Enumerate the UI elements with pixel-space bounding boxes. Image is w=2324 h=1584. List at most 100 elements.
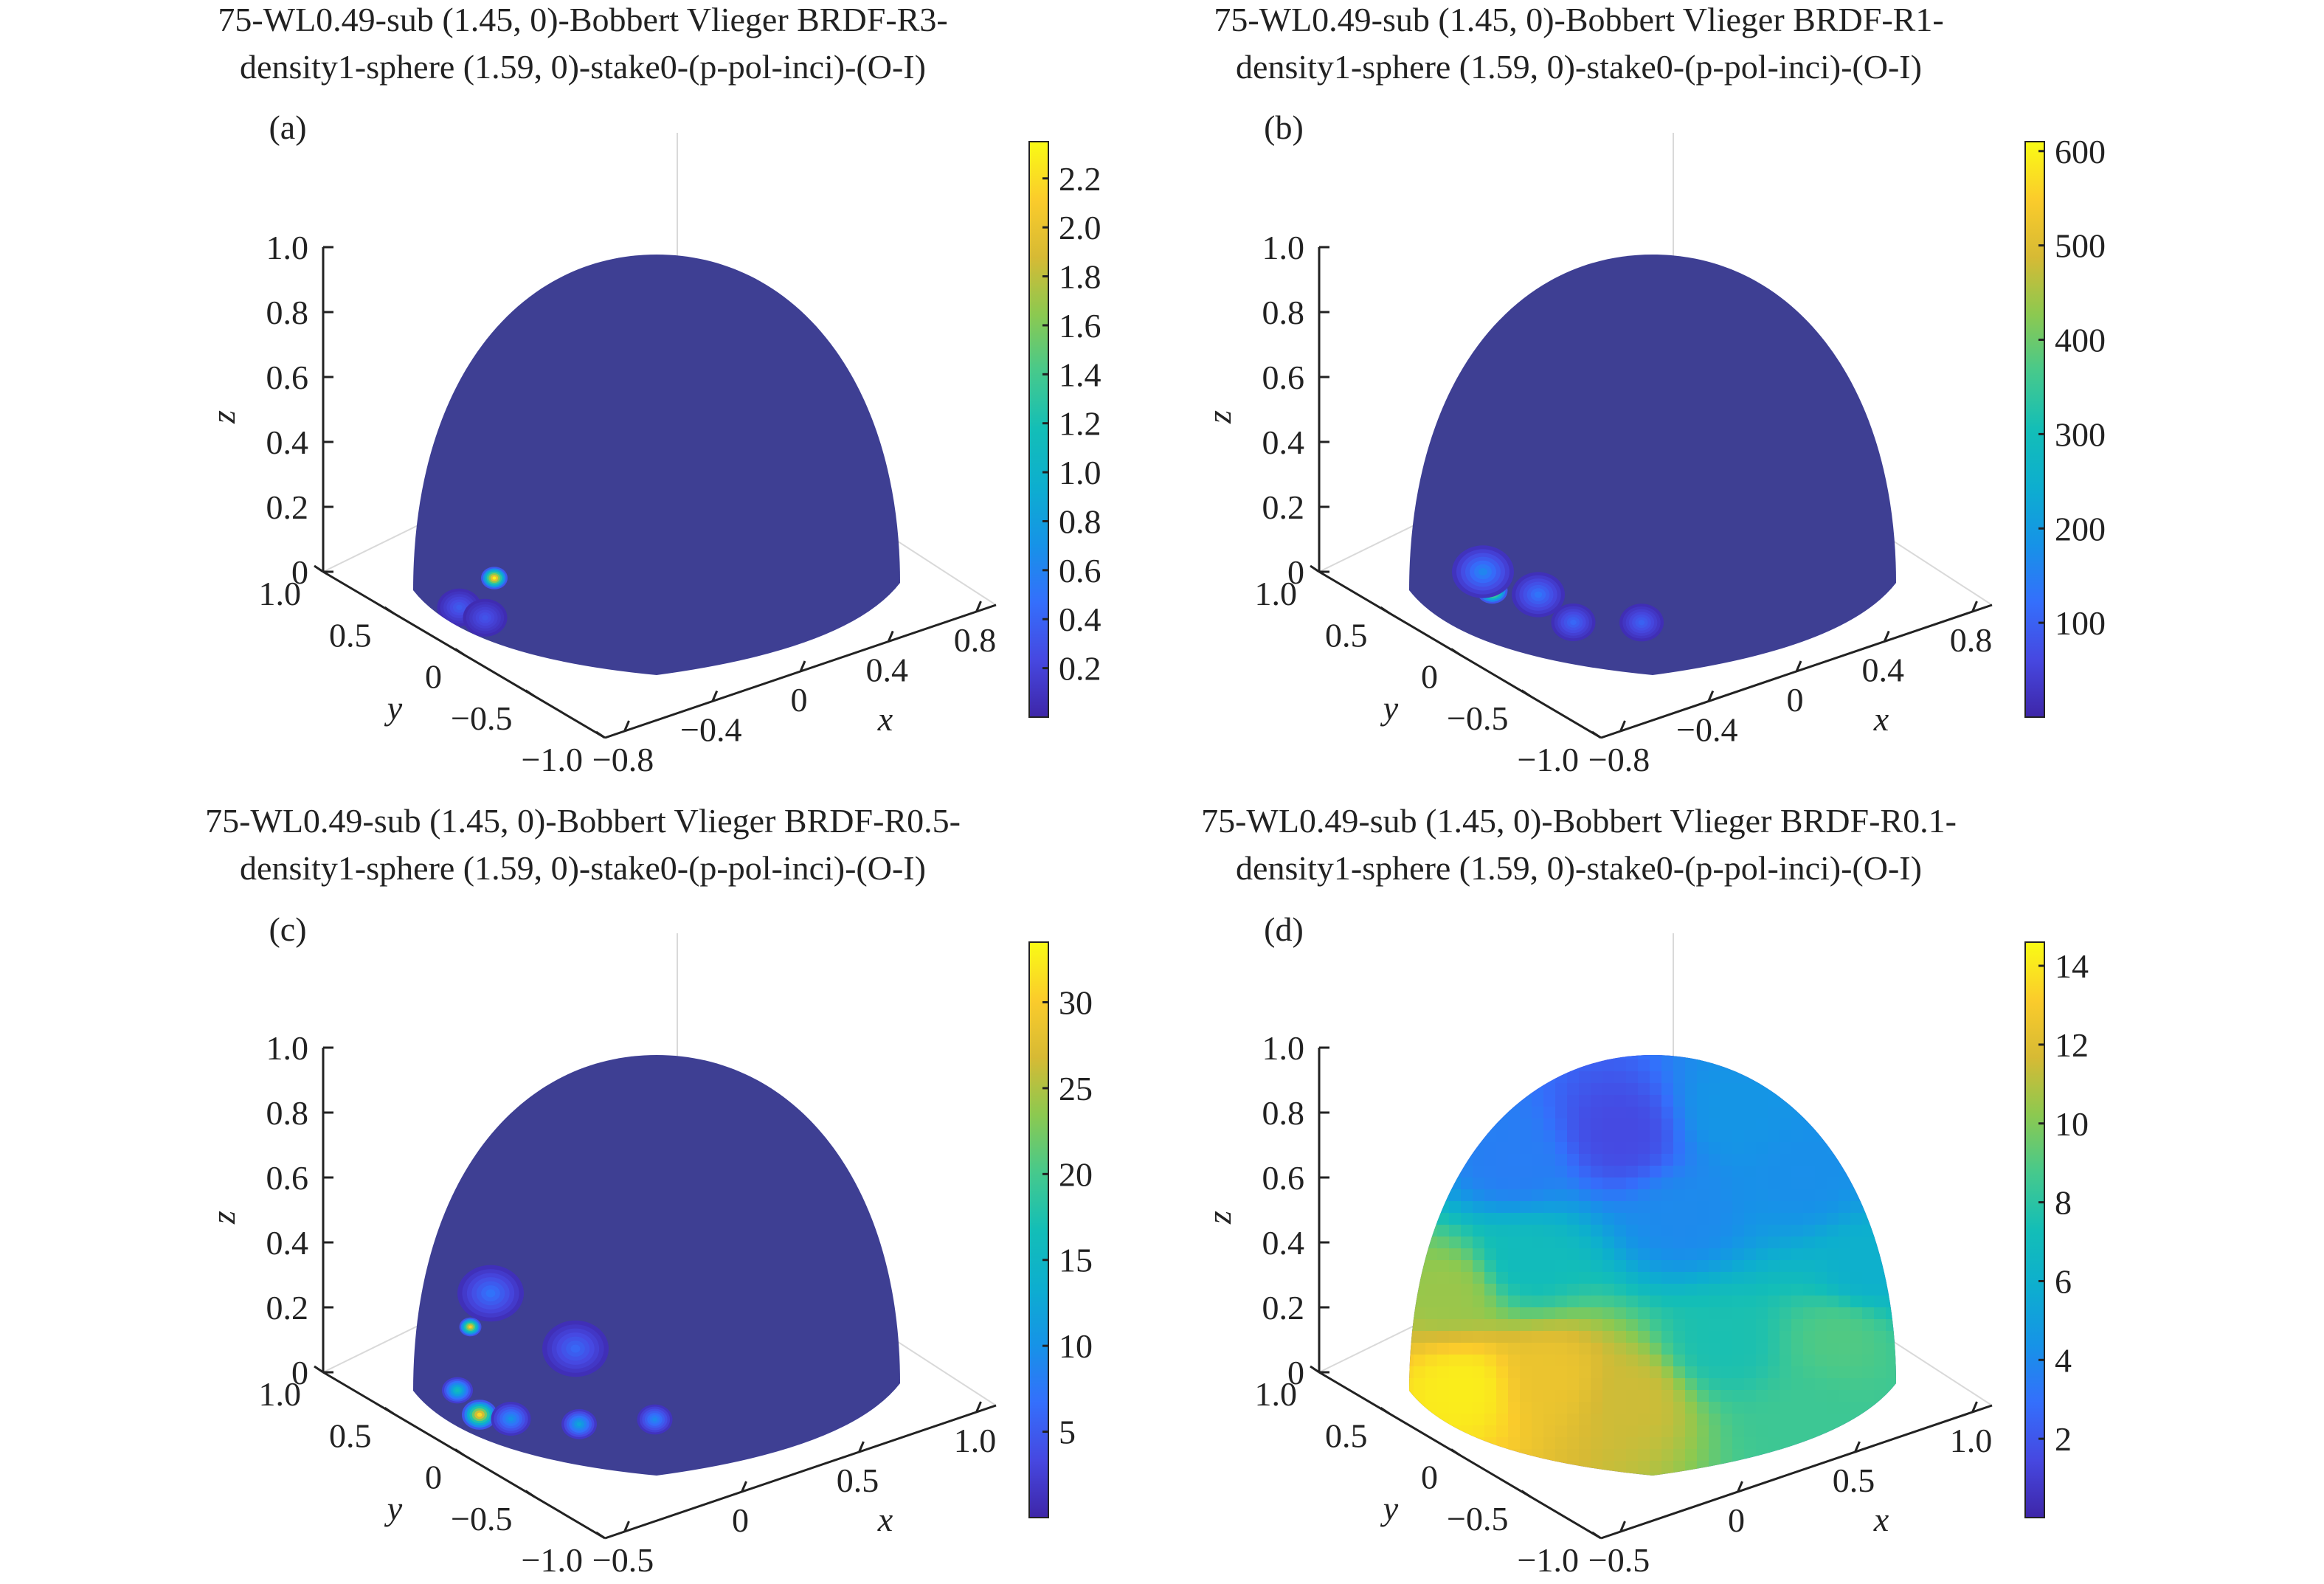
surface-cell — [1709, 1331, 1721, 1343]
surface-cell — [1532, 1071, 1544, 1084]
surface-cell — [1744, 1130, 1757, 1143]
surface-cell — [1543, 1107, 1556, 1119]
surface-cell — [1827, 1307, 1839, 1320]
surface-cell — [1744, 1237, 1757, 1249]
surface-cell — [1709, 1189, 1721, 1202]
surface-cell — [1579, 1055, 1591, 1060]
panel-c: 75-WL0.49-sub (1.45, 0)-Bobbert Vlieger … — [204, 802, 1093, 1579]
surface-cell — [1673, 1378, 1686, 1391]
surface-cell — [1697, 1319, 1709, 1332]
surface-cell — [1803, 1083, 1816, 1096]
surface-cell — [1532, 1449, 1544, 1462]
surface-cell — [1744, 1213, 1757, 1225]
surface-cell — [1543, 1449, 1556, 1462]
surface-cell — [1839, 1189, 1851, 1202]
surface-cell — [1673, 1189, 1686, 1202]
surface-cell — [1543, 1248, 1556, 1261]
surface-cell — [1862, 1390, 1875, 1403]
surface-cell — [1862, 1237, 1875, 1249]
surface-cell — [1484, 1095, 1497, 1107]
surface-cell — [1862, 1260, 1875, 1273]
surface-cell — [1685, 1055, 1698, 1060]
surface-cell — [1591, 1319, 1603, 1332]
x-tick-label: 0.5 — [1833, 1462, 1875, 1499]
surface-cell — [1567, 1366, 1580, 1379]
surface-cell — [1697, 1260, 1709, 1273]
surface-cell — [1437, 1118, 1450, 1131]
surface-cell — [1461, 1343, 1473, 1355]
surface-cell — [1449, 1071, 1462, 1084]
surface-cell — [1543, 1366, 1556, 1379]
surface-cell — [1532, 1177, 1544, 1190]
surface-cell — [1532, 1425, 1544, 1438]
surface-cell — [1508, 1201, 1521, 1214]
surface-cell — [1543, 1296, 1556, 1308]
surface-cell — [1697, 1296, 1709, 1308]
surface-cell — [1508, 1166, 1521, 1178]
surface-cell — [1409, 1189, 1414, 1202]
surface-cell — [1886, 1107, 1896, 1119]
surface-cell — [1791, 1319, 1804, 1332]
surface-cell — [1803, 1272, 1816, 1284]
y-tick-mark — [595, 1531, 606, 1540]
surface-cell — [1555, 1414, 1568, 1426]
surface-cell — [1437, 1296, 1450, 1308]
surface-cell — [1520, 1461, 1532, 1473]
surface-cell — [1685, 1237, 1698, 1249]
surface-cell — [1555, 1055, 1568, 1060]
surface-cell — [1638, 1473, 1650, 1476]
surface-cell — [1685, 1307, 1698, 1320]
surface-cell — [1508, 1414, 1521, 1426]
surface-cell — [1756, 1331, 1768, 1343]
x-tick-label: 0 — [791, 681, 808, 719]
surface-cell — [1756, 1390, 1768, 1403]
surface-cell — [1744, 1154, 1757, 1166]
surface-cell — [1744, 1437, 1757, 1450]
surface-cell — [1780, 1366, 1792, 1379]
surface-cell — [1732, 1154, 1745, 1166]
surface-cell — [1626, 1071, 1639, 1084]
surface-cell — [1685, 1260, 1698, 1273]
surface-cell — [1815, 1189, 1827, 1202]
surface-cell — [1661, 1095, 1674, 1107]
y-tick-mark — [1521, 689, 1532, 697]
surface-cell — [1815, 1296, 1827, 1308]
surface-cell — [1803, 1213, 1816, 1225]
surface-cell — [1414, 1437, 1426, 1450]
surface-cell — [1768, 1107, 1780, 1119]
surface-cell — [1425, 1071, 1438, 1084]
colorbar-tick-label: 2 — [2055, 1420, 2072, 1458]
surface-cell — [1437, 1142, 1450, 1155]
surface-cell — [1508, 1461, 1521, 1473]
surface-cell — [1898, 1272, 1910, 1284]
surface-cell — [1496, 1307, 1509, 1320]
surface-cell — [1661, 1355, 1674, 1367]
surface-cell — [1744, 1366, 1757, 1379]
colorbar-tick-label: 0.8 — [1059, 502, 1102, 540]
surface-cell — [1626, 1461, 1639, 1473]
surface-cell — [1874, 1366, 1886, 1379]
surface-cell — [1803, 1331, 1816, 1343]
surface-cell — [1697, 1118, 1709, 1131]
surface-cell — [1780, 1260, 1792, 1273]
surface-cell — [1425, 1107, 1438, 1119]
surface-cell — [1697, 1461, 1709, 1473]
surface-cell — [1543, 1237, 1556, 1249]
surface-cell — [1673, 1237, 1686, 1249]
surface-cell — [1685, 1248, 1698, 1261]
surface-cell — [1697, 1248, 1709, 1261]
surface-cell — [1886, 1130, 1896, 1143]
surface-cell — [1791, 1201, 1804, 1214]
surface-cell — [1520, 1248, 1532, 1261]
surface-cell — [1614, 1378, 1627, 1391]
surface-cell — [1496, 1414, 1509, 1426]
surface-cell — [1827, 1189, 1839, 1202]
surface-cell — [1555, 1402, 1568, 1414]
surface-cell — [1543, 1130, 1556, 1143]
surface-cell — [1626, 1378, 1639, 1391]
surface-cell — [1732, 1449, 1745, 1462]
surface-cell — [1414, 1355, 1426, 1367]
surface-cell — [1508, 1366, 1521, 1379]
surface-cell — [1520, 1355, 1532, 1367]
surface-cell — [1898, 1319, 1910, 1332]
